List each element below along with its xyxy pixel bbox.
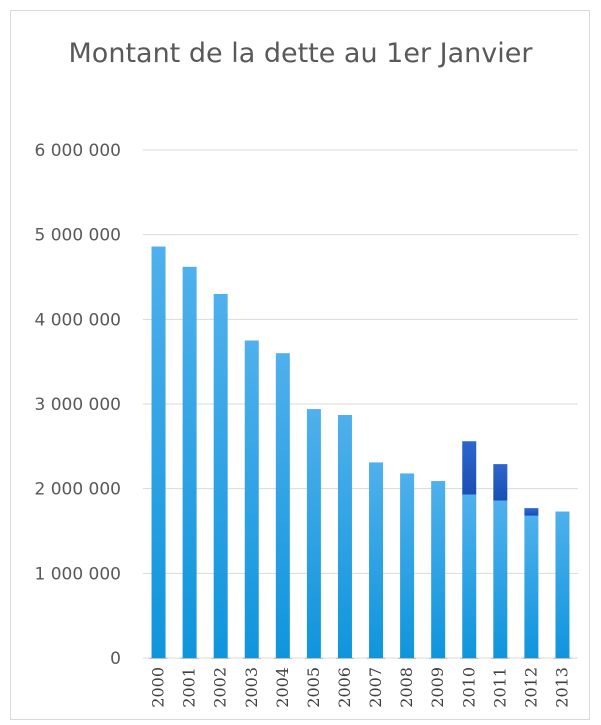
bar <box>151 246 166 658</box>
bar <box>493 500 508 658</box>
bar <box>182 266 197 658</box>
y-axis-ticks: 0 1 000 000 2 000 000 3 000 000 4 000 000 5 0… <box>34 141 121 669</box>
bar-top-segment <box>462 441 477 495</box>
x-tick-label: 2007 <box>366 667 385 708</box>
x-tick-label: 2005 <box>304 667 323 708</box>
bar <box>275 353 290 658</box>
x-tick-label: 2011 <box>490 667 509 708</box>
x-tick-label: 2013 <box>552 667 571 708</box>
bar <box>400 473 415 658</box>
x-tick-label: 2012 <box>521 667 540 708</box>
gridlines <box>143 149 578 659</box>
y-tick-label: 0 <box>110 649 121 669</box>
x-axis-ticks: 2000 2001 2002 2003 2004 2005 2006 2007 2008 2009… <box>149 667 572 708</box>
x-tick-label: 2010 <box>459 667 478 708</box>
x-tick-label: 2008 <box>397 667 416 708</box>
bars <box>149 246 572 659</box>
y-tick-label: 1 000 000 <box>34 564 121 584</box>
y-tick-label: 5 000 000 <box>34 226 121 246</box>
y-tick-label: 2 000 000 <box>34 480 121 500</box>
bar <box>462 494 477 658</box>
bar <box>337 415 352 658</box>
x-tick-label: 2006 <box>335 667 354 708</box>
x-tick-label: 2000 <box>149 667 168 708</box>
bar <box>369 462 384 658</box>
bar <box>244 340 259 658</box>
bar <box>306 409 321 658</box>
bar <box>213 293 228 658</box>
x-tick-label: 2003 <box>242 667 261 708</box>
chart-title: Montant de la dette au 1er Janvier <box>68 38 533 69</box>
y-tick-label: 6 000 000 <box>34 141 121 161</box>
bar-top-segment <box>493 464 508 501</box>
x-tick-label: 2004 <box>273 667 292 708</box>
x-tick-label: 2002 <box>211 667 230 708</box>
x-tick-label: 2001 <box>180 667 199 708</box>
bar <box>431 481 446 658</box>
y-tick-label: 3 000 000 <box>34 395 121 415</box>
x-tick-label: 2009 <box>428 667 447 708</box>
bar <box>524 515 539 658</box>
bar-top-segment <box>524 508 539 516</box>
y-tick-label: 4 000 000 <box>34 310 121 330</box>
bar <box>555 511 570 658</box>
